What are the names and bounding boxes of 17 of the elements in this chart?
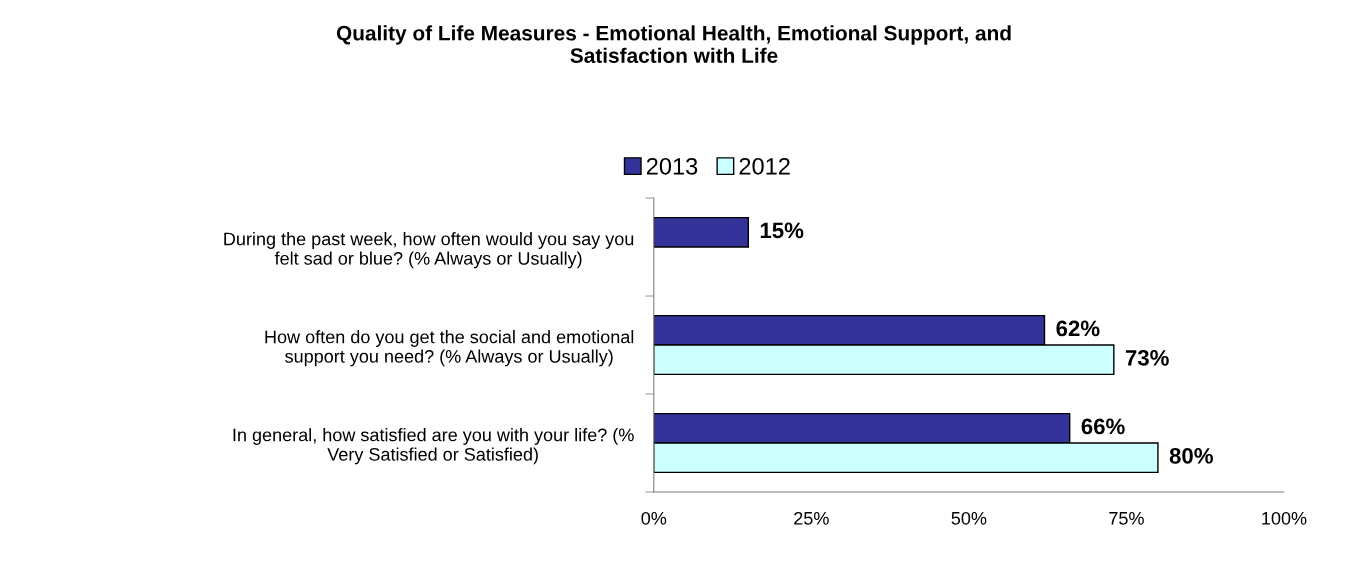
x-tick-label: 25% bbox=[794, 511, 829, 525]
y-tick-label: During the past week, how often would you say you felt sad or blue? (% Always or Usually) bbox=[224, 232, 634, 269]
data-label: 73% bbox=[1125, 349, 1169, 366]
x-tick-label: 100% bbox=[1262, 511, 1307, 525]
x-tick-label: 50% bbox=[951, 511, 987, 525]
legend-label: 2013 bbox=[646, 157, 698, 175]
data-label: 62% bbox=[1056, 320, 1100, 337]
x-tick-label: 0% bbox=[641, 511, 667, 525]
x-tick-label: 75% bbox=[1109, 512, 1144, 525]
data-label: 80% bbox=[1169, 447, 1213, 464]
y-tick-label: How often do you get the social and emotional support you need? (% Always or Usually) bbox=[265, 330, 634, 367]
y-tick-label: In general, how satisfied are you with your life? (% Very Satisfied or Satisfied) bbox=[233, 428, 634, 465]
chart-title: Quality of Life Measures - Emotional Health, Emotional Support, and Satisfaction with Life bbox=[336, 25, 1011, 63]
bar bbox=[653, 216, 750, 248]
data-label: 66% bbox=[1081, 418, 1125, 435]
legend-label: 2012 bbox=[739, 157, 790, 175]
data-label: 15% bbox=[760, 222, 804, 239]
